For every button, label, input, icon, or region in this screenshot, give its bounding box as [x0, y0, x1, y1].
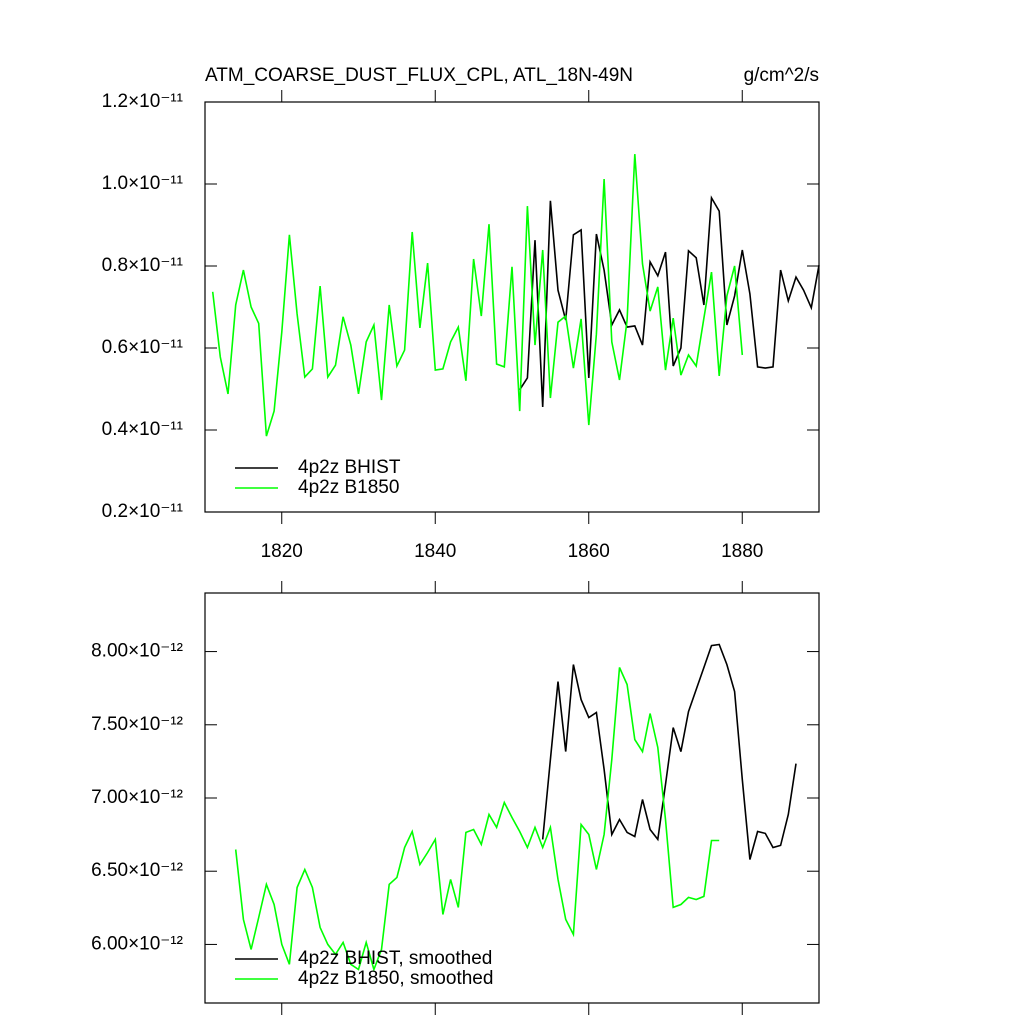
x-tick-label: 1860	[568, 541, 610, 562]
data-line	[234, 667, 720, 973]
y-tick-label: 6.50×10⁻¹²	[91, 860, 183, 881]
plot-frame	[204, 101, 820, 513]
chart-title: ATM_COARSE_DUST_FLUX_CPL, ATL_18N-49N	[205, 65, 633, 86]
y-tick-label: 1.0×10⁻¹¹	[102, 173, 183, 194]
x-tick-label: 1840	[414, 541, 456, 562]
y-tick-label: 0.4×10⁻¹¹	[102, 419, 183, 440]
legend-label: 4p2z BHIST	[298, 457, 401, 478]
x-tick-label: 1820	[261, 541, 303, 562]
y-tick-label: 6.00×10⁻¹²	[91, 933, 183, 954]
y-tick-label: 7.50×10⁻¹²	[91, 714, 183, 735]
data-line	[519, 195, 820, 408]
data-line	[211, 154, 744, 437]
legend-label: 4p2z BHIST, smoothed	[298, 948, 492, 969]
units-label: g/cm^2/s	[744, 65, 819, 86]
legend-label: 4p2z B1850	[298, 477, 399, 498]
y-tick-label: 8.00×10⁻¹²	[91, 641, 183, 662]
y-tick-label: 0.8×10⁻¹¹	[102, 255, 183, 276]
plot-frame	[204, 592, 820, 1004]
legend-label: 4p2z B1850, smoothed	[298, 968, 493, 989]
y-tick-label: 1.2×10⁻¹¹	[102, 91, 183, 112]
data-line	[541, 643, 797, 860]
x-tick-label: 1880	[721, 541, 763, 562]
y-tick-label: 0.2×10⁻¹¹	[102, 501, 183, 522]
y-tick-label: 7.00×10⁻¹²	[91, 787, 183, 808]
y-tick-label: 0.6×10⁻¹¹	[102, 337, 183, 358]
